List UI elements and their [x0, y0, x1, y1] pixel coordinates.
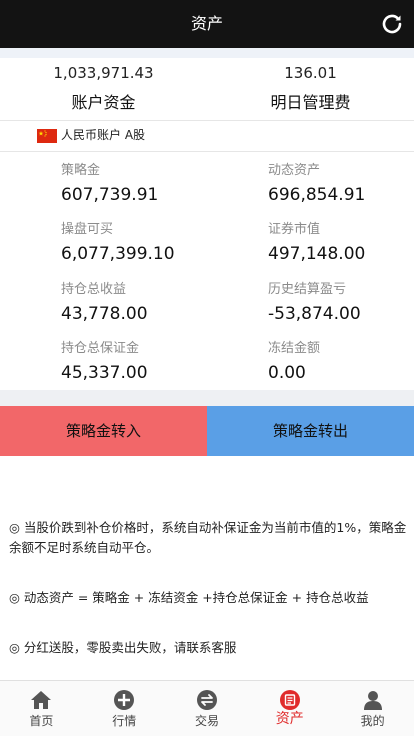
stat-label: 动态资产 [268, 163, 321, 178]
transfer-out-button[interactable]: 策略金转出 [207, 406, 414, 456]
stat-label: 操盘可买 [61, 222, 114, 237]
home-icon [31, 691, 52, 709]
account-funds-label: 账户资金 [71, 93, 136, 112]
tab-trade[interactable]: 交易 [166, 681, 249, 736]
account-type-label: 人民币账户 A股 [61, 128, 146, 142]
stat-historical-pl: 历史结算盈亏 -53,874.00 [268, 281, 414, 339]
exchange-icon [196, 690, 217, 710]
account-type-row: 人民币账户 A股 [0, 121, 414, 151]
tab-label: 我的 [360, 714, 385, 728]
tab-assets[interactable]: 资产 [248, 681, 331, 736]
page-title: 资产 [190, 14, 223, 33]
stat-strategy-fund: 策略金 607,739.91 [61, 162, 261, 220]
stat-value: 43,778.00 [61, 304, 148, 324]
bottom-tab-bar: 首页 行情 交易 资产 我的 [0, 680, 414, 736]
account-funds: 1,033,971.43 账户资金 [0, 58, 207, 117]
china-flag-icon [37, 129, 57, 143]
stat-value: 607,739.91 [61, 185, 159, 205]
notes-section: ◎ 当股价跌到补仓价格时，系统自动补保证金为当前市值的1%，策略金余额不足时系统… [0, 456, 414, 680]
stat-value: 497,148.00 [268, 244, 366, 264]
stat-dynamic-assets: 动态资产 696,854.91 [268, 162, 414, 220]
user-icon [363, 691, 382, 710]
transfer-in-button[interactable]: 策略金转入 [0, 406, 207, 456]
tab-mine[interactable]: 我的 [331, 681, 414, 736]
header-strip [0, 48, 414, 58]
stat-market-value: 证券市值 497,148.00 [268, 221, 414, 279]
stat-frozen-amount: 冻结金额 0.00 [268, 340, 414, 398]
assets-icon [279, 690, 300, 710]
tab-label: 资产 [275, 711, 304, 727]
next-day-fee: 136.01 明日管理费 [207, 58, 414, 117]
section-gap [0, 390, 414, 406]
divider [0, 151, 414, 152]
stat-label: 策略金 [61, 163, 101, 178]
header-bar: 资产 [0, 0, 414, 48]
asset-stats-grid: 策略金 607,739.91 动态资产 696,854.91 操盘可买 6,07… [0, 152, 414, 390]
stat-value: 6,077,399.10 [61, 244, 175, 264]
tab-home[interactable]: 首页 [0, 681, 83, 736]
note-item: ◎ 动态资产 = 策略金 + 冻结资金 +持仓总保证金 + 持仓总收益 [9, 590, 369, 605]
stat-label: 历史结算盈亏 [268, 282, 347, 297]
note-item: ◎ 分红送股，零股卖出失败，请联系客服 [9, 640, 237, 655]
stat-label: 冻结金额 [268, 341, 321, 356]
refresh-icon[interactable] [380, 12, 404, 36]
stat-position-margin: 持仓总保证金 45,337.00 [61, 340, 261, 398]
stat-label: 证券市值 [268, 222, 321, 237]
account-summary: 1,033,971.43 账户资金 136.01 明日管理费 [0, 58, 414, 120]
account-funds-value: 1,033,971.43 [53, 64, 154, 82]
divider [0, 120, 414, 121]
tab-label: 行情 [112, 714, 137, 728]
plus-circle-icon [114, 690, 135, 710]
tab-label: 交易 [194, 714, 219, 728]
next-day-fee-label: 明日管理费 [270, 93, 351, 112]
tab-market[interactable]: 行情 [83, 681, 166, 736]
stat-value: 45,337.00 [61, 363, 148, 383]
stat-value: -53,874.00 [268, 304, 361, 324]
stat-value: 0.00 [268, 363, 306, 383]
stat-label: 持仓总收益 [61, 282, 127, 297]
next-day-fee-value: 136.01 [284, 64, 337, 82]
stat-value: 696,854.91 [268, 185, 366, 205]
stat-position-profit: 持仓总收益 43,778.00 [61, 281, 261, 339]
tab-label: 首页 [29, 714, 54, 728]
stat-tradable: 操盘可买 6,077,399.10 [61, 221, 261, 279]
note-item: ◎ 当股价跌到补仓价格时，系统自动补保证金为当前市值的1%，策略金余额不足时系统… [9, 520, 407, 555]
stat-label: 持仓总保证金 [61, 341, 140, 356]
